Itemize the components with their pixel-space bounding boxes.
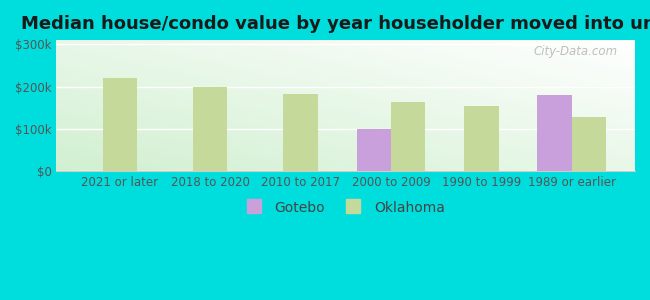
Text: City-Data.com: City-Data.com <box>534 45 618 58</box>
Bar <box>391 102 425 171</box>
Bar <box>283 94 318 171</box>
Bar <box>103 78 137 171</box>
Bar <box>572 117 606 171</box>
Legend: Gotebo, Oklahoma: Gotebo, Oklahoma <box>242 196 449 219</box>
Bar <box>538 95 572 171</box>
Bar <box>357 129 391 171</box>
Bar <box>464 106 499 171</box>
Title: Median house/condo value by year householder moved into unit: Median house/condo value by year househo… <box>21 15 650 33</box>
Bar <box>193 87 227 171</box>
